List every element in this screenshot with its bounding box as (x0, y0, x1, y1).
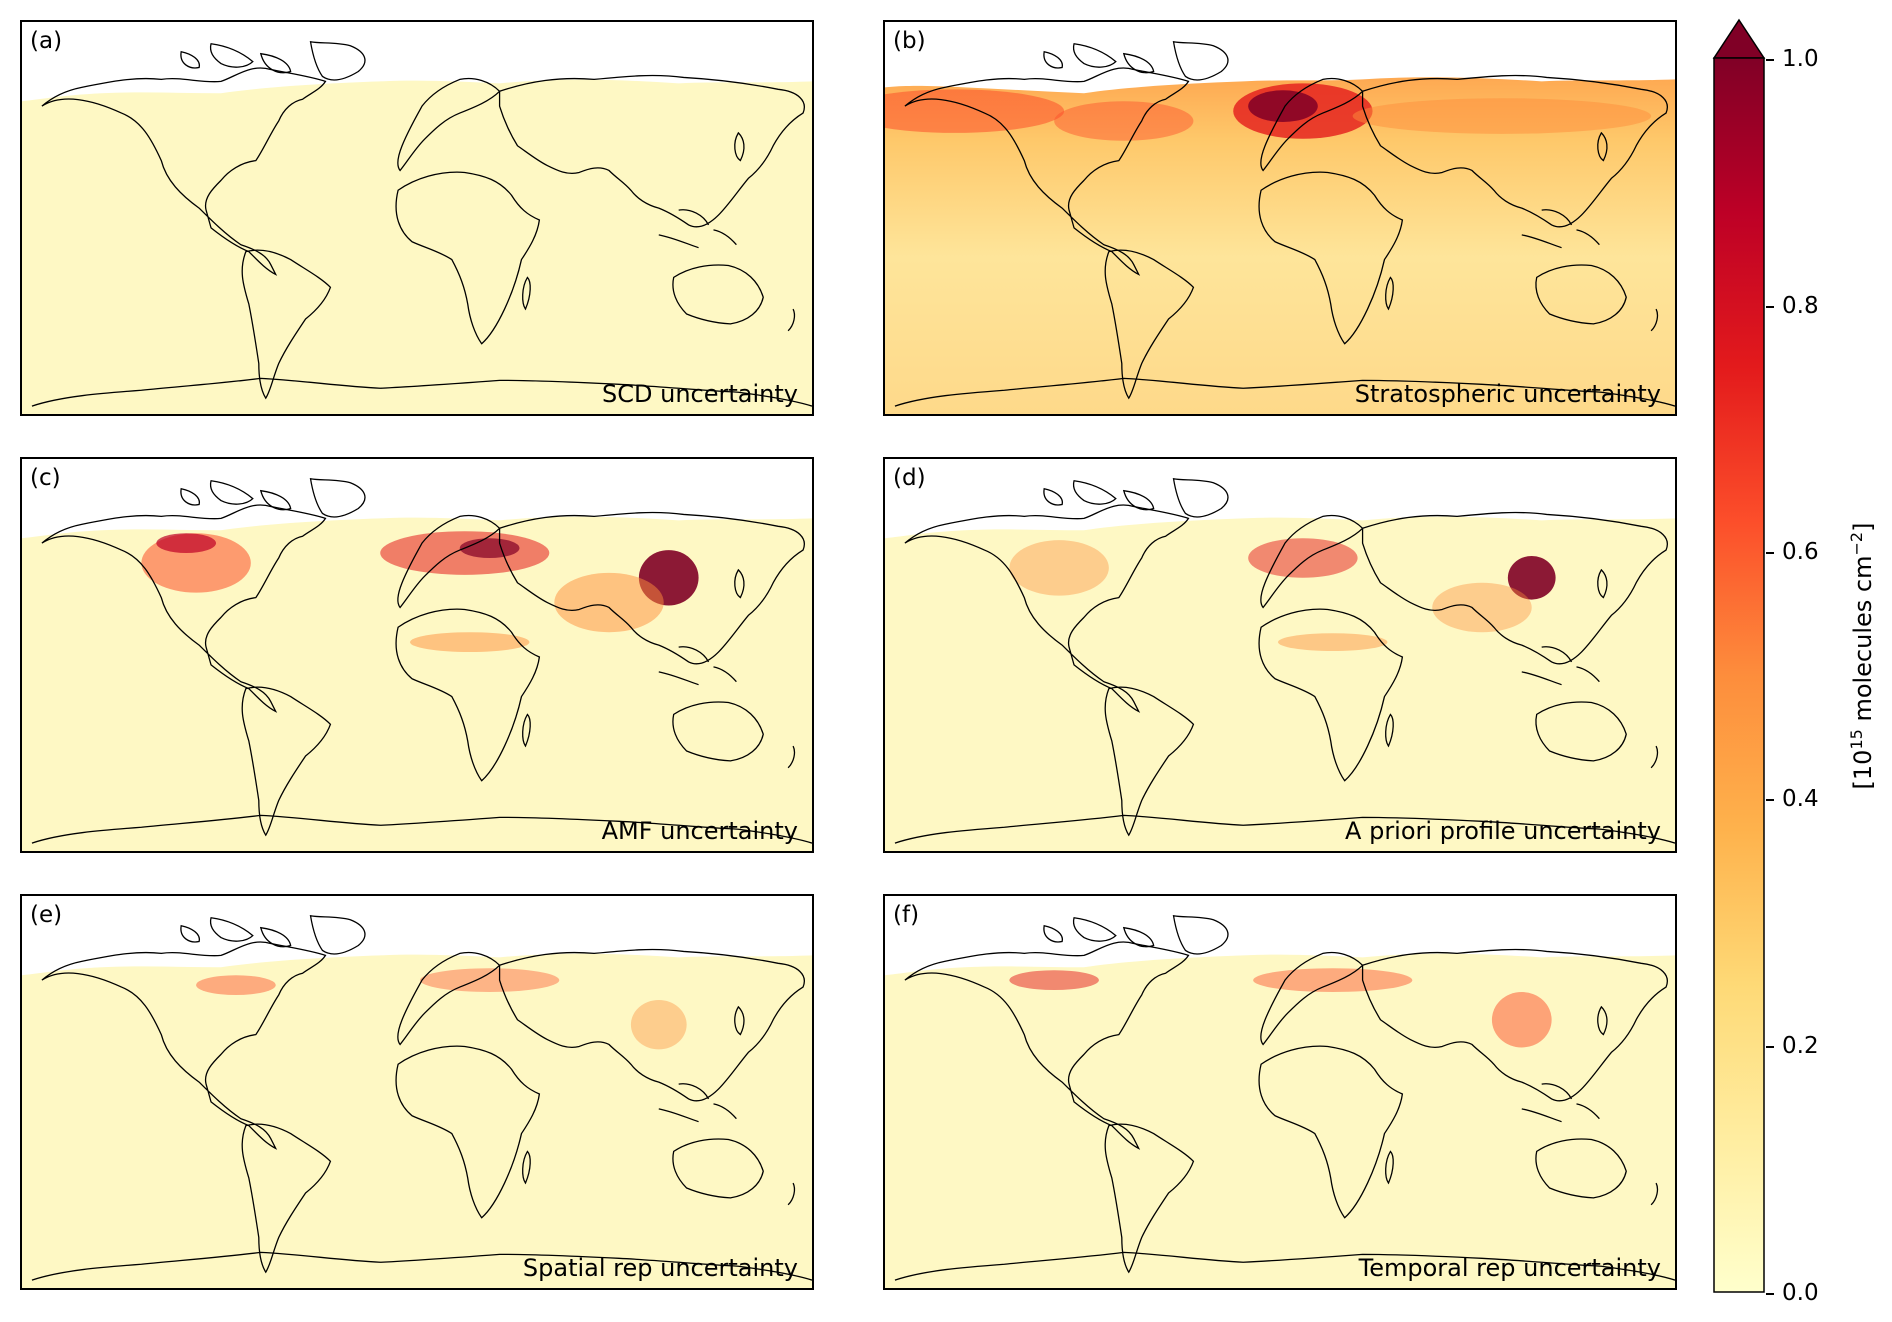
colorbar-tick-label: 0.0 (1782, 1280, 1819, 1306)
panel-title: Temporal rep uncertainty (1358, 1254, 1661, 1282)
map-panel-e: (e) Spatial rep uncertainty (20, 894, 814, 1290)
colorbar (1712, 18, 1766, 1293)
colorbar-tick (1766, 1046, 1774, 1048)
world-map-b (885, 22, 1675, 414)
panel-letter: (c) (30, 465, 61, 491)
map-panel-f: (f) Temporal rep uncertainty (883, 894, 1677, 1290)
colorbar-tick-label: 0.4 (1782, 786, 1819, 812)
colorbar-tick-label: 0.2 (1782, 1033, 1819, 1059)
map-panel-b: (b) Stratospheric uncertainty (883, 20, 1677, 416)
panel-letter: (e) (30, 902, 63, 928)
colorbar-tick-label: 0.6 (1782, 539, 1819, 565)
panel-letter: (d) (893, 465, 926, 491)
colorbar-tick (1766, 552, 1774, 554)
panel-letter: (f) (893, 902, 920, 928)
colorbar-label: [1015 molecules cm−2] (1847, 522, 1877, 790)
colorbar-tick (1766, 799, 1774, 801)
panel-title: Spatial rep uncertainty (522, 1254, 798, 1282)
colorbar-extend-arrow (1712, 18, 1766, 59)
panel-title: Stratospheric uncertainty (1354, 380, 1661, 408)
panel-letter: (a) (30, 28, 63, 54)
colorbar-tick (1766, 1293, 1774, 1295)
colorbar-tick-label: 0.8 (1782, 293, 1819, 319)
panel-title: A priori profile uncertainty (1345, 817, 1661, 845)
world-map-a (22, 22, 812, 414)
world-map-d (885, 459, 1675, 851)
map-panel-c: (c) AMF uncertainty (20, 457, 814, 853)
panel-letter: (b) (893, 28, 926, 54)
map-panel-d: (d) A priori profile uncertainty (883, 457, 1677, 853)
panel-title: SCD uncertainty (602, 380, 798, 408)
world-map-f (885, 896, 1675, 1288)
map-panel-a: (a) SCD uncertainty (20, 20, 814, 416)
world-map-c (22, 459, 812, 851)
colorbar-tick (1766, 59, 1774, 61)
colorbar-tick-label: 1.0 (1782, 46, 1819, 72)
panel-title: AMF uncertainty (601, 817, 798, 845)
world-map-e (22, 896, 812, 1288)
colorbar-tick (1766, 306, 1774, 308)
